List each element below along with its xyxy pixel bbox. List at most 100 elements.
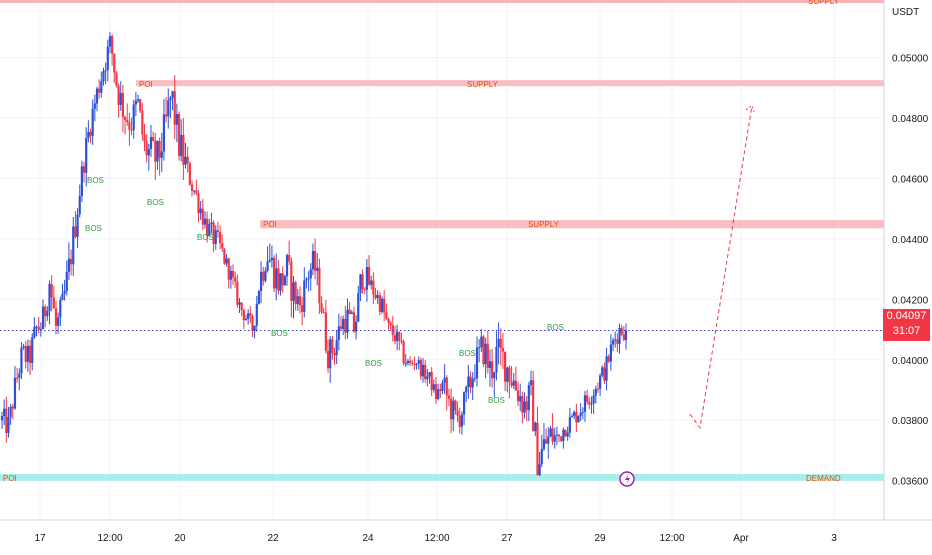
x-tick-label-0: 17 — [34, 533, 46, 544]
candle-body-63 — [136, 99, 140, 101]
candle-body-86 — [186, 156, 189, 164]
candle-body-272 — [588, 401, 591, 405]
x-tick-label-3: 22 — [267, 533, 279, 544]
candle-body-122 — [264, 270, 267, 281]
candle-body-143 — [309, 269, 312, 279]
candle-body-152 — [329, 339, 332, 369]
candle-body-262 — [566, 432, 569, 437]
candle-body-217 — [469, 376, 472, 388]
candle-body-238 — [514, 380, 517, 391]
candle-body-247 — [534, 422, 537, 432]
candle-body-233 — [503, 351, 507, 382]
candle-body-91 — [197, 193, 200, 214]
candles — [0, 31, 628, 477]
candle-body-27 — [59, 300, 62, 318]
candle-body-124 — [268, 260, 271, 262]
bos-label-3: BOS — [197, 233, 214, 242]
bos-label-6: BOS — [459, 349, 476, 358]
candle-body-93 — [201, 208, 204, 225]
candle-body-25 — [54, 308, 58, 326]
candle-body-26 — [57, 317, 60, 326]
candle-body-54 — [117, 85, 120, 105]
candle-body-31 — [67, 258, 71, 272]
candle-body-67 — [145, 141, 148, 156]
candle-body-156 — [337, 326, 340, 341]
candle-body-245 — [529, 380, 533, 386]
candle-body-276 — [596, 388, 600, 390]
candle-body-114 — [247, 313, 250, 319]
candle-body-159 — [344, 318, 347, 333]
candle-body-123 — [266, 261, 269, 271]
candle-body-105 — [227, 258, 230, 280]
candle-body-11 — [24, 346, 27, 362]
candle-body-1 — [3, 408, 6, 417]
candle-body-77 — [167, 100, 170, 117]
candle-body-8 — [18, 373, 21, 378]
candle-body-13 — [28, 345, 32, 364]
candle-body-153 — [331, 339, 334, 354]
candle-body-160 — [346, 309, 349, 333]
candle-body-162 — [350, 312, 353, 314]
candle-body-195 — [421, 364, 425, 377]
zone-label-2: DEMAND — [806, 474, 841, 483]
candle-body-224 — [484, 343, 487, 365]
candle-body-239 — [516, 390, 520, 402]
candle-body-29 — [63, 290, 66, 294]
candle-body-167 — [361, 274, 364, 290]
candle-body-135 — [292, 282, 295, 301]
candle-body-229 — [495, 346, 498, 373]
candle-body-287 — [620, 327, 623, 335]
candle-body-71 — [154, 140, 157, 162]
candle-body-215 — [465, 386, 468, 393]
zone-label-1: SUPPLY — [528, 220, 560, 229]
candle-body-154 — [333, 353, 336, 356]
candle-body-179 — [387, 318, 390, 323]
candle-body-12 — [26, 345, 30, 362]
candle-body-194 — [419, 360, 422, 377]
candle-body-95 — [206, 218, 209, 236]
lightning-icon-bolt — [625, 474, 630, 485]
candle-body-236 — [510, 382, 513, 386]
overlay: BOS BOS BOS BOS BOS BOS BOS BOS BOS — [0, 105, 884, 487]
candle-body-85 — [184, 156, 187, 165]
candle-body-20 — [44, 306, 47, 317]
candle-body-139 — [301, 305, 304, 312]
bos-label-8: BOS — [547, 323, 564, 332]
candle-body-53 — [115, 72, 118, 86]
candle-body-212 — [458, 415, 461, 427]
candle-body-89 — [193, 190, 196, 192]
candle-body-273 — [590, 403, 593, 405]
candle-body-285 — [616, 339, 619, 344]
candle-body-87 — [188, 163, 191, 185]
candle-body-79 — [171, 91, 174, 98]
candle-body-32 — [69, 258, 73, 265]
candle-body-115 — [249, 313, 252, 317]
candle-body-90 — [195, 190, 198, 194]
candle-body-187 — [404, 363, 407, 365]
candle-body-155 — [335, 340, 338, 356]
top-supply-zone — [0, 0, 884, 3]
projection-arrowhead — [745, 105, 755, 112]
candle-body-206 — [445, 377, 448, 396]
candle-body-106 — [229, 271, 232, 280]
candle-body-280 — [605, 356, 608, 381]
candle-body-279 — [603, 367, 606, 381]
candle-body-58 — [126, 119, 129, 123]
candle-body-59 — [128, 122, 131, 130]
candle-body-175 — [378, 295, 381, 312]
candle-body-243 — [525, 401, 528, 411]
candle-body-184 — [398, 331, 401, 341]
candle-body-216 — [467, 376, 470, 387]
candle-body-107 — [231, 271, 235, 278]
candle-body-246 — [532, 380, 535, 432]
candle-body-23 — [50, 284, 53, 298]
candle-body-254 — [549, 428, 552, 437]
candle-body-170 — [367, 266, 371, 285]
candle-body-100 — [216, 230, 220, 232]
candle-body-186 — [402, 341, 405, 364]
candle-body-265 — [573, 411, 576, 417]
bos-label-7: BOS — [488, 396, 505, 405]
candle-body-40 — [87, 131, 90, 139]
candle-body-84 — [182, 134, 185, 165]
